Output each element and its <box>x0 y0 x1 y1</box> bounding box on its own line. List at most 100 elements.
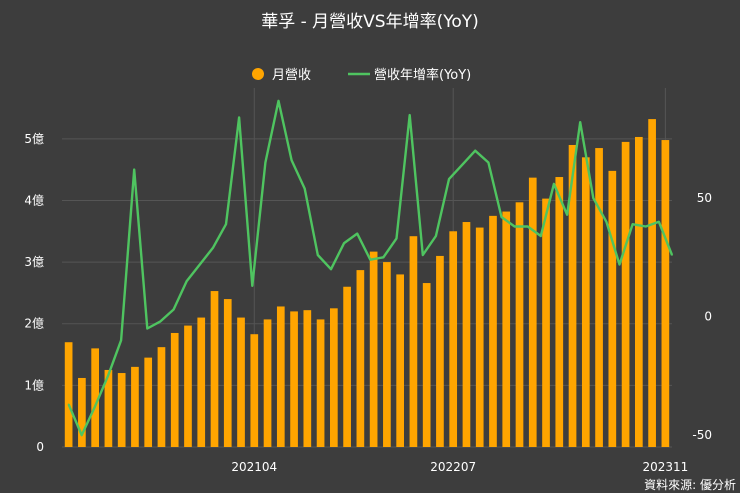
y-left-tick-label: 2億 <box>24 317 44 331</box>
yoy-point <box>251 284 254 287</box>
yoy-point <box>225 223 227 225</box>
revenue-bar <box>223 299 232 447</box>
revenue-bar <box>210 291 219 447</box>
grid-layer <box>62 88 672 448</box>
yoy-point <box>526 225 529 228</box>
revenue-bar <box>383 262 391 447</box>
revenue-bar <box>449 231 458 447</box>
yoy-point <box>343 242 345 244</box>
yoy-point <box>185 280 188 282</box>
y-right-tick-label: 50 <box>697 191 712 205</box>
revenue-bar <box>369 251 378 447</box>
yoy-point <box>408 114 411 116</box>
chart-title: 華孚 - 月營收VS年增率(YoY) <box>261 12 479 32</box>
revenue-bar <box>276 306 285 447</box>
revenue-bar <box>91 348 99 447</box>
revenue-bar <box>157 347 166 447</box>
source-note: 資料來源: 優分析 <box>644 478 736 492</box>
revenue-bar <box>436 255 444 447</box>
revenue-bar <box>170 332 179 447</box>
yoy-point <box>356 232 358 235</box>
x-tick-label: 202311 <box>642 460 688 474</box>
revenue-bar <box>263 319 272 447</box>
revenue-bar <box>78 377 86 447</box>
y-left-tick-label: 0 <box>36 440 44 454</box>
line-layer <box>67 99 674 437</box>
revenue-bar <box>343 286 351 447</box>
yoy-point <box>290 159 293 161</box>
y-left-tick-label: 4億 <box>24 193 44 207</box>
yoy-point <box>592 197 595 199</box>
y-right-tick-label: 0 <box>704 310 712 324</box>
revenue-bar <box>316 319 325 447</box>
yoy-point <box>461 164 463 166</box>
revenue-bar <box>250 334 259 447</box>
yoy-point <box>631 223 634 225</box>
yoy-point <box>618 263 621 266</box>
revenue-bar <box>330 308 338 447</box>
axis-layer: 0 1億 2億 3億 4億 5億 -50 0 50 202104 202207 202311 <box>24 132 712 474</box>
revenue-bar <box>237 317 245 447</box>
yoy-point <box>579 121 581 124</box>
revenue-bar <box>356 270 365 447</box>
yoy-point <box>540 235 542 237</box>
y-right-tick-label: -50 <box>692 428 712 442</box>
yoy-point <box>133 168 136 171</box>
revenue-bar <box>621 141 630 447</box>
yoy-point <box>94 405 96 408</box>
yoy-point <box>159 320 162 323</box>
y-left-tick-label: 3億 <box>24 255 44 269</box>
x-tick-label: 202207 <box>430 460 476 474</box>
revenue-bar <box>648 119 656 447</box>
revenue-bar <box>117 373 126 447</box>
yoy-point <box>382 256 385 259</box>
y-left-tick-label: 5億 <box>24 132 44 146</box>
legend: 月營收 營收年增率(YoY) <box>252 67 471 83</box>
revenue-bar <box>595 148 603 447</box>
revenue-bar <box>635 136 643 447</box>
legend-line-label: 營收年增率(YoY) <box>374 67 471 83</box>
yoy-point <box>448 178 450 180</box>
yoy-point <box>513 225 516 228</box>
legend-bar-label: 月營收 <box>272 68 311 83</box>
yoy-point <box>395 237 398 240</box>
revenue-bar <box>409 236 418 447</box>
yoy-point <box>658 220 660 223</box>
bars-layer <box>64 119 670 448</box>
yoy-point <box>605 220 608 223</box>
yoy-point <box>317 254 319 256</box>
revenue-bar <box>303 310 312 447</box>
revenue-bar <box>104 369 113 447</box>
yoy-point <box>277 100 280 102</box>
yoy-point <box>553 183 555 185</box>
revenue-bar <box>64 342 73 447</box>
yoy-point <box>238 116 240 119</box>
yoy-point <box>435 235 437 237</box>
yoy-point <box>330 268 332 271</box>
revenue-bar <box>528 177 537 447</box>
x-tick-label: 202104 <box>231 460 277 474</box>
yoy-point <box>172 308 175 311</box>
yoy-point <box>80 434 83 436</box>
revenue-bar <box>462 222 471 447</box>
revenue-bar <box>290 311 298 447</box>
legend-bar-swatch <box>252 68 264 80</box>
yoy-point <box>212 247 214 249</box>
revenue-bar <box>422 283 431 447</box>
yoy-point <box>369 258 372 261</box>
revenue-bar <box>489 215 497 447</box>
yoy-point <box>500 216 503 218</box>
revenue-bar <box>197 317 206 447</box>
revenue-bar <box>515 202 524 447</box>
yoy-point <box>303 187 306 190</box>
revenue-bar <box>542 198 550 447</box>
revenue-bar <box>661 140 670 447</box>
yoy-point <box>487 161 490 164</box>
revenue-bar <box>608 170 617 448</box>
yoy-point <box>120 339 122 342</box>
yoy-point <box>198 263 201 266</box>
revenue-bar <box>184 325 192 447</box>
y-left-tick-label: 1億 <box>24 378 44 392</box>
